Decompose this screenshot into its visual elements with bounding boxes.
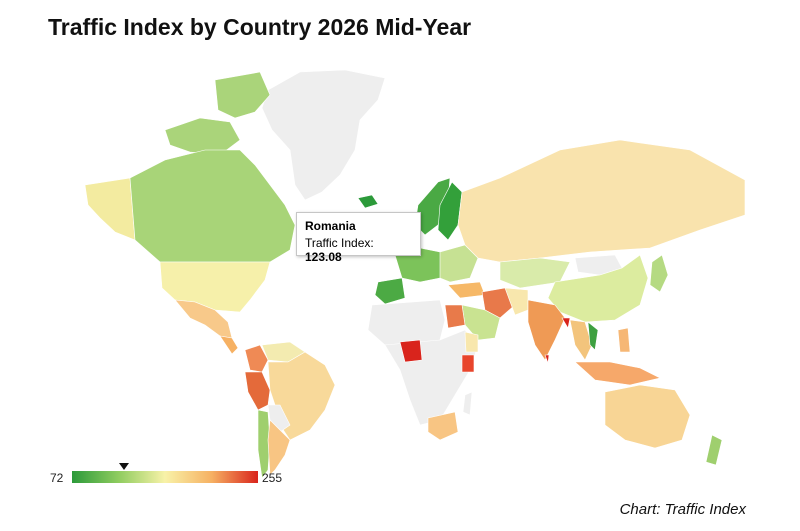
- country-vietnam[interactable]: [587, 321, 599, 351]
- country-japan[interactable]: [649, 254, 669, 293]
- country-indonesia[interactable]: [574, 361, 661, 386]
- country-bolivia[interactable]: [267, 404, 291, 433]
- tooltip-country-name: Romania: [305, 219, 356, 233]
- country-central-america[interactable]: [219, 335, 239, 355]
- country-spain[interactable]: [374, 277, 406, 305]
- country-colombia[interactable]: [244, 344, 269, 373]
- country-bangladesh[interactable]: [561, 317, 571, 329]
- country-north-africa[interactable]: [367, 299, 446, 346]
- legend-color-bar: [72, 471, 258, 483]
- country-iceland[interactable]: [357, 194, 379, 209]
- country-canada-islands-2[interactable]: [164, 117, 241, 156]
- tooltip-value: 123.08: [305, 250, 342, 264]
- legend-max-label: 255: [262, 471, 283, 485]
- country-tooltip: Romania Traffic Index: 123.08: [296, 212, 421, 264]
- country-greenland[interactable]: [261, 69, 386, 201]
- country-iran[interactable]: [481, 287, 516, 319]
- country-new-zealand[interactable]: [705, 434, 723, 466]
- country-canada[interactable]: [129, 149, 296, 263]
- country-india[interactable]: [527, 299, 566, 361]
- country-alaska[interactable]: [84, 177, 136, 241]
- country-peru[interactable]: [244, 371, 271, 411]
- country-canada-islands[interactable]: [214, 71, 271, 119]
- country-sri-lanka[interactable]: [544, 354, 550, 364]
- tooltip-label: Traffic Index:: [305, 236, 374, 250]
- country-argentina[interactable]: [267, 419, 291, 476]
- legend-min-label: 72: [50, 471, 64, 485]
- chart-source: Chart: Traffic Index: [619, 501, 746, 518]
- country-philippines[interactable]: [617, 327, 631, 353]
- country-south-africa[interactable]: [427, 411, 459, 441]
- country-russia[interactable]: [457, 139, 746, 263]
- country-madagascar[interactable]: [462, 391, 473, 416]
- country-southeast-asia[interactable]: [569, 319, 593, 361]
- country-australia[interactable]: [604, 384, 691, 449]
- country-turkey[interactable]: [447, 281, 486, 299]
- country-chile[interactable]: [257, 409, 271, 479]
- country-egypt[interactable]: [444, 304, 466, 329]
- country-kenya[interactable]: [461, 354, 475, 373]
- country-ethiopia[interactable]: [464, 331, 479, 353]
- legend-value-marker: [118, 463, 129, 470]
- country-united-states[interactable]: [159, 261, 271, 313]
- chart-title: Traffic Index by Country 2026 Mid-Year: [48, 14, 472, 40]
- country-nigeria[interactable]: [399, 339, 423, 363]
